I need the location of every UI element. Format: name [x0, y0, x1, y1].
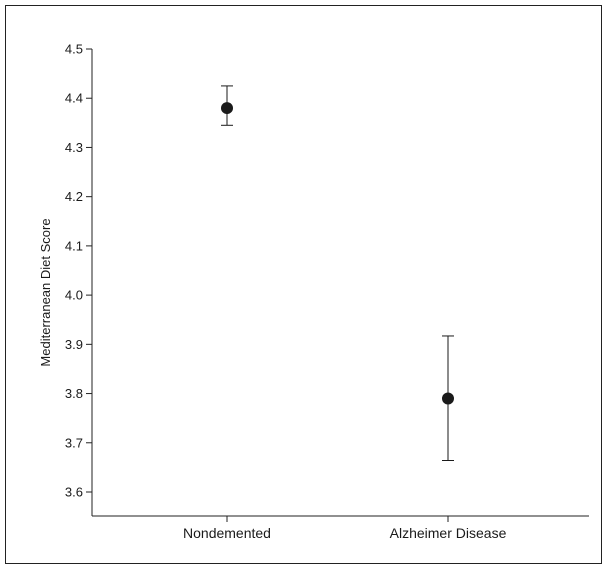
- data-point-group: [442, 335, 454, 461]
- data-point-group: [221, 85, 233, 126]
- y-axis-title: Mediterranean Diet Score: [38, 218, 53, 366]
- x-ticks: Nondemented Alzheimer Disease: [183, 516, 507, 541]
- x-tick-label: Nondemented: [183, 525, 271, 541]
- y-tick-label: 4.2: [65, 189, 83, 204]
- y-tick-label: 3.6: [65, 485, 83, 500]
- figure-frame: [5, 5, 602, 564]
- y-tick-label: 4.0: [65, 288, 83, 303]
- y-tick-label: 3.7: [65, 435, 83, 450]
- y-tick-label: 4.3: [65, 140, 83, 155]
- data-point-marker: [442, 392, 454, 405]
- data-marks: [221, 85, 454, 461]
- data-point-marker: [221, 102, 233, 115]
- y-tick-label: 4.1: [65, 238, 83, 253]
- y-ticks: 3.6 3.7 3.8 3.9 4.0 4.1 4.2 4.3 4.4 4.5: [65, 42, 92, 500]
- y-tick-label: 3.9: [65, 337, 83, 352]
- y-tick-label: 4.4: [65, 91, 83, 106]
- y-tick-label: 4.5: [65, 42, 83, 57]
- x-tick-label: Alzheimer Disease: [390, 525, 507, 541]
- y-tick-label: 3.8: [65, 386, 83, 401]
